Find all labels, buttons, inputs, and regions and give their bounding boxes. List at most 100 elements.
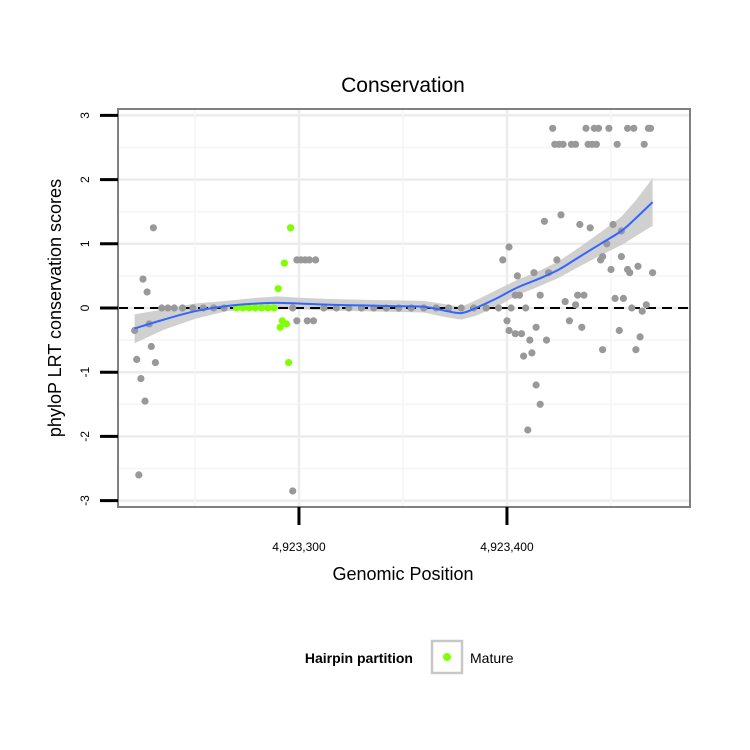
point-other (536, 291, 544, 299)
point-mature (282, 320, 291, 328)
point-mature (285, 359, 293, 367)
y-tick-label: 2 (78, 176, 92, 183)
point-other (505, 326, 513, 335)
loess-line (134, 201, 654, 330)
point-other (557, 211, 565, 219)
point-other (289, 304, 297, 312)
point-other (582, 124, 590, 132)
point-other (309, 317, 318, 325)
point-other (503, 317, 511, 325)
chart-title: Conservation (341, 74, 465, 97)
point-other (559, 140, 567, 148)
point-other (536, 400, 544, 408)
point-other (636, 333, 644, 341)
point-other (540, 217, 549, 225)
point-mature (264, 304, 272, 312)
point-mature (233, 304, 241, 312)
point-other (513, 272, 522, 280)
point-mature (239, 304, 247, 312)
point-other (576, 220, 584, 229)
point-other (586, 224, 594, 232)
y-tick-label: -1 (78, 367, 92, 378)
point-other (139, 275, 147, 283)
point-other (137, 375, 145, 383)
point-other (628, 304, 636, 312)
point-other (178, 304, 187, 312)
confidence-ribbon (134, 178, 653, 344)
point-other (561, 298, 569, 306)
point-other (607, 265, 615, 274)
legend-label-mature: Mature (470, 650, 514, 666)
point-other (482, 304, 490, 312)
point-other (649, 269, 657, 277)
point-other (141, 397, 149, 405)
point-other (143, 288, 151, 296)
y-tick-label: 1 (78, 240, 92, 247)
point-other (457, 304, 465, 312)
y-tick-label: 3 (78, 112, 92, 119)
point-mature (245, 304, 253, 312)
point-other (634, 262, 642, 270)
point-other (549, 124, 557, 132)
data-points (131, 124, 657, 495)
smooth-confidence-band (134, 178, 653, 344)
point-other (303, 317, 311, 325)
point-other (517, 330, 526, 338)
point-other (505, 243, 513, 251)
point-other (615, 326, 623, 335)
point-other (151, 359, 159, 367)
point-other (164, 304, 172, 312)
point-other (630, 124, 638, 132)
point-other (609, 220, 617, 229)
point-other (553, 256, 561, 264)
x-axis-title: Genomic Position (332, 564, 473, 584)
point-other (592, 140, 601, 148)
point-mature (270, 304, 278, 312)
point-other (495, 304, 503, 312)
point-mature (257, 304, 266, 312)
point-other (624, 124, 632, 132)
y-axis-title: phyloP LRT conservation scores (45, 179, 65, 437)
point-other (578, 323, 586, 331)
y-tick-label: -3 (78, 495, 92, 506)
point-other (532, 323, 540, 331)
point-other (289, 487, 297, 495)
point-other (332, 304, 340, 312)
point-other (574, 291, 582, 299)
point-other (522, 304, 530, 312)
point-other (572, 301, 580, 309)
point-mature (287, 224, 295, 232)
point-other (530, 269, 538, 277)
point-other (189, 304, 197, 312)
point-other (520, 352, 528, 360)
y-axis: -3 -2 -1 0 1 2 3 (78, 112, 118, 506)
point-mature (280, 259, 288, 267)
point-other (507, 304, 515, 312)
point-other (599, 346, 607, 354)
legend: Hairpin partition Mature (305, 639, 514, 675)
legend-key-mature (443, 653, 451, 661)
point-other (613, 140, 621, 148)
point-other (624, 265, 632, 274)
point-other (320, 304, 328, 312)
legend-key-box (430, 639, 464, 675)
point-mature (276, 323, 284, 331)
point-other (646, 124, 655, 132)
point-other (532, 381, 540, 389)
y-tick-label: 0 (78, 304, 92, 311)
point-other (572, 140, 580, 148)
point-other (611, 294, 619, 302)
point-other (642, 301, 650, 309)
point-other (515, 291, 524, 299)
point-other (632, 346, 640, 354)
point-other (420, 304, 428, 312)
point-other (617, 253, 626, 261)
x-tick-label: 4,923,400 (480, 540, 534, 554)
point-other (312, 256, 320, 264)
point-other (599, 253, 607, 261)
x-axis: 4,923,300 4,923,400 (272, 507, 534, 554)
x-tick-label: 4,923,300 (272, 540, 326, 554)
point-other (133, 355, 141, 363)
point-other (499, 256, 507, 264)
